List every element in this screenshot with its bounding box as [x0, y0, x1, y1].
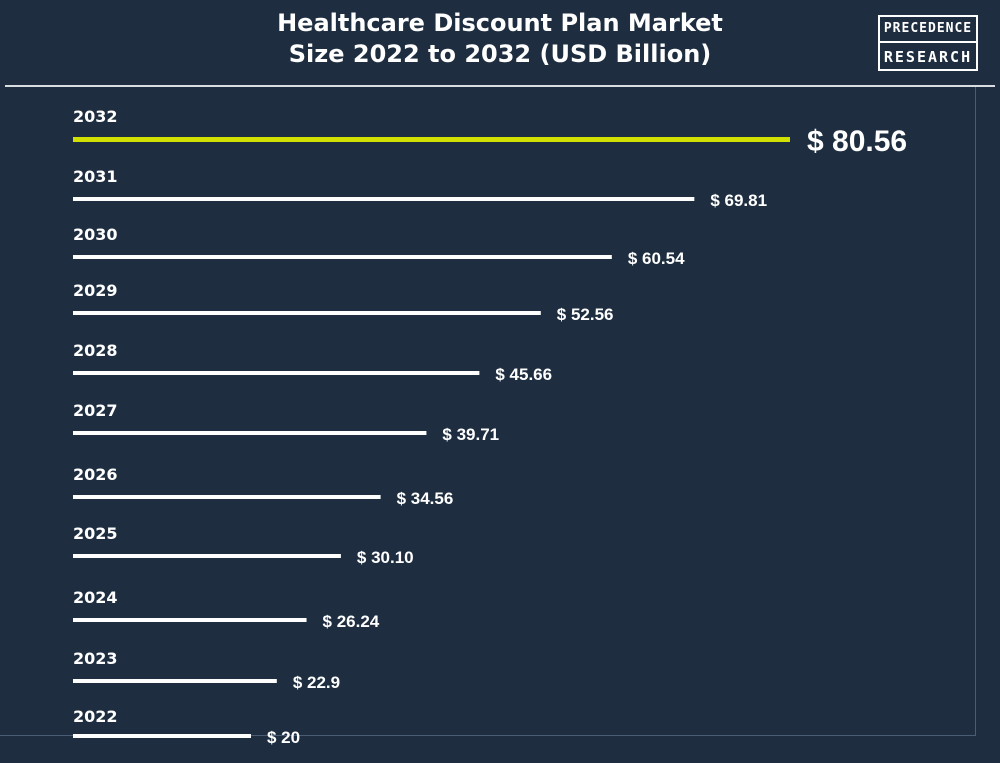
year-label-2030: 2030 [73, 225, 118, 244]
bar-2027 [73, 431, 427, 435]
bar-2031 [73, 197, 695, 201]
bar-2024 [73, 618, 307, 622]
bar-2023 [73, 679, 277, 683]
bar-2030 [73, 255, 612, 259]
chart-title: Healthcare Discount Plan Market Size 202… [175, 8, 825, 70]
year-label-2029: 2029 [73, 281, 118, 300]
value-label-2022: $ 20 [267, 728, 300, 747]
value-label-2031: $ 69.81 [710, 191, 767, 210]
value-label-2028: $ 45.66 [495, 365, 552, 384]
bar-2026 [73, 495, 381, 499]
bar-2028 [73, 371, 480, 375]
logo-line-2: RESEARCH [883, 48, 973, 66]
year-label-2027: 2027 [73, 401, 118, 420]
year-label-2026: 2026 [73, 465, 118, 484]
bar-2025 [73, 554, 341, 558]
value-label-2029: $ 52.56 [557, 305, 614, 324]
year-label-2031: 2031 [73, 167, 118, 186]
year-label-2023: 2023 [73, 649, 118, 668]
value-label-2027: $ 39.71 [442, 425, 499, 444]
value-label-2032: $ 80.56 [807, 125, 907, 158]
precedence-research-logo: PRECEDENCE RESEARCH [878, 15, 978, 71]
frame-right-border [975, 87, 976, 735]
header-divider [5, 85, 995, 87]
value-label-2024: $ 26.24 [323, 612, 380, 631]
value-label-2023: $ 22.9 [293, 673, 340, 692]
value-label-2025: $ 30.10 [357, 548, 414, 567]
year-label-2028: 2028 [73, 341, 118, 360]
bar-2029 [73, 311, 541, 315]
chart-title-line-2: Size 2022 to 2032 (USD Billion) [288, 40, 712, 68]
year-label-2022: 2022 [73, 707, 118, 726]
bar-2022 [73, 734, 252, 738]
value-label-2030: $ 60.54 [628, 249, 685, 268]
chart-title-line-1: Healthcare Discount Plan Market [277, 9, 723, 37]
bar-2032 [73, 137, 790, 142]
frame-bottom-border [0, 735, 976, 736]
year-label-2025: 2025 [73, 524, 118, 543]
value-label-2026: $ 34.56 [397, 489, 454, 508]
logo-line-1: PRECEDENCE [880, 17, 976, 43]
year-label-2024: 2024 [73, 588, 118, 607]
year-label-2032: 2032 [73, 107, 118, 126]
